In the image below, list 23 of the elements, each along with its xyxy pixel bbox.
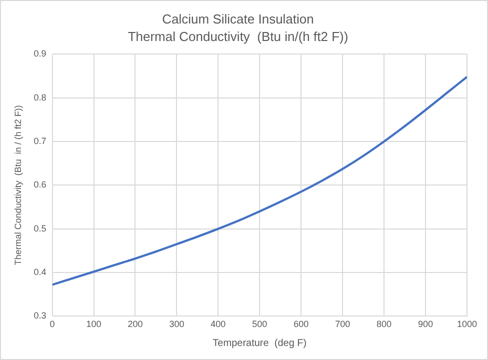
- y-tick-label: 0.3: [34, 310, 46, 321]
- line-series: [52, 76, 467, 286]
- y-tick-label: 0.5: [34, 223, 46, 234]
- y-tick-label: 0.7: [34, 136, 46, 146]
- y-tick-label: 0.8: [34, 92, 46, 102]
- x-tick-label: 300: [169, 319, 184, 330]
- x-tick-label: 100: [86, 319, 102, 330]
- x-tick-label: 900: [418, 319, 434, 330]
- y-tick-label: 0.9: [34, 48, 46, 59]
- text: Thermal Conductivity (Btu in/(h ft2 F)): [128, 28, 348, 44]
- x-tick-label: 200: [128, 319, 143, 330]
- x-tick-label: 700: [335, 319, 350, 330]
- x-tick-label: 0: [50, 319, 55, 330]
- y-tick-label: 0.6: [34, 180, 46, 190]
- text: Calcium Silicate Insulation: [162, 11, 314, 26]
- x-tick-label: 600: [294, 319, 309, 330]
- x-tick-label: 400: [210, 319, 226, 330]
- x-tick-label: 800: [376, 319, 392, 330]
- y-tick-label: 0.4: [34, 267, 46, 277]
- y-axis-title: Thermal Conductivity (Btu in / (h ft2 F)): [12, 105, 23, 266]
- x-tick-label: 500: [252, 319, 268, 330]
- x-tick-label: 1000: [456, 319, 478, 330]
- x-axis-title: Temperature (deg F): [212, 338, 307, 349]
